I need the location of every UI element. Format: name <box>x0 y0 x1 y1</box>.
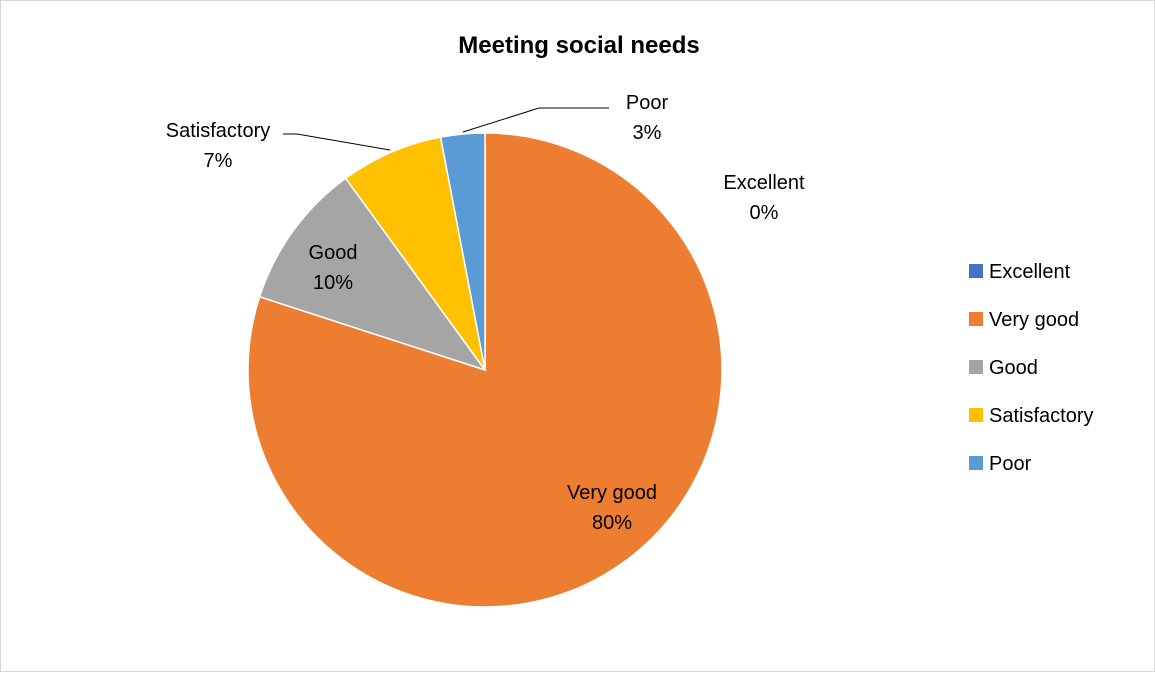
data-label-excellent: Excellent 0% <box>723 172 805 224</box>
leader-lines <box>283 107 609 151</box>
leader-line-satisfactory <box>283 133 391 151</box>
pie-slices <box>247 132 723 608</box>
data-labels: Excellent 0% Very good 80% Good 10% Satisfacto… <box>166 92 805 534</box>
legend-swatch-poor <box>969 456 983 470</box>
data-label-poor: Poor 3% <box>626 92 669 144</box>
legend-label-poor: Poor <box>989 453 1032 475</box>
chart-title: Meeting social needs <box>458 32 699 59</box>
legend-label-excellent: Excellent <box>989 261 1071 283</box>
legend-label-good: Good <box>989 357 1038 379</box>
legend-swatch-excellent <box>969 264 983 278</box>
legend-swatch-very-good <box>969 312 983 326</box>
pie-slice-poor <box>439 132 486 371</box>
legend-swatch-satisfactory <box>969 408 983 422</box>
pie-slice-good <box>258 177 487 372</box>
leader-line-poor <box>462 107 609 133</box>
legend: Excellent Very good Good Satisfactory Poor <box>969 261 1093 475</box>
data-label-satisfactory: Satisfactory 7% <box>166 120 270 172</box>
pie-slice-satisfactory <box>344 136 486 371</box>
legend-swatch-good <box>969 360 983 374</box>
data-label-very-good: Very good 80% <box>567 482 657 534</box>
legend-label-very-good: Very good <box>989 309 1079 331</box>
legend-label-satisfactory: Satisfactory <box>989 405 1093 427</box>
data-label-good: Good 10% <box>309 242 358 294</box>
